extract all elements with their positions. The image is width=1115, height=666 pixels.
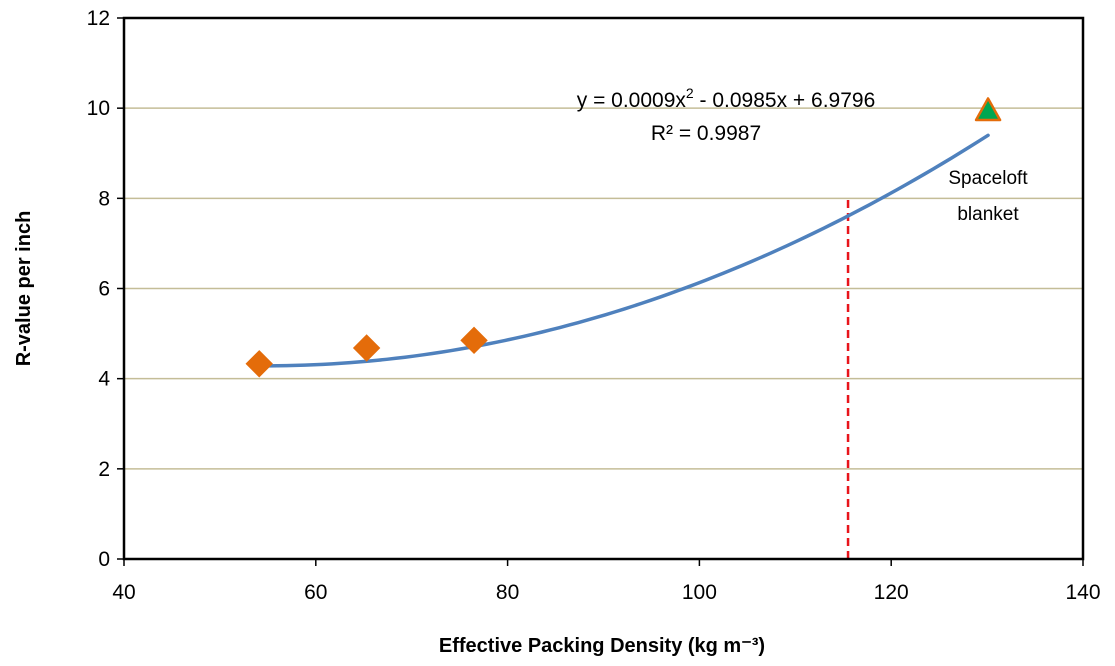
x-tick-label-60: 60 [304,581,327,604]
equation-part-1: y = 0.0009x [577,89,687,112]
equation-part-2: - 0.0985x + 6.9796 [694,89,876,112]
y-tick-label-0: 0 [98,548,110,571]
y-tick-label-12: 12 [87,7,110,30]
y-tick-label-4: 4 [98,368,110,391]
data-point-diamond-0 [245,350,273,378]
trendline-r-squared: R² = 0.9987 [651,122,761,145]
y-tick-label-10: 10 [87,97,110,120]
data-points [245,97,1002,378]
y-tick-label-2: 2 [98,458,110,481]
annotation-spaceloft: Spaceloft [948,168,1028,189]
annotation-blanket: blanket [957,204,1019,225]
y-tick-label-6: 6 [98,278,110,301]
y-tick-label-8: 8 [98,187,110,210]
gridlines [124,107,1083,470]
tick-labels: 0 2 4 6 8 10 12 40 60 80 100 120 140 [87,7,1101,604]
x-tick-label-120: 120 [874,581,909,604]
data-point-triangle-0 [974,97,1002,122]
x-tick-label-80: 80 [496,581,519,604]
x-axis-title: Effective Packing Density (kg m⁻³) [439,635,765,657]
x-tick-label-40: 40 [112,581,135,604]
trendline-layer [257,133,990,368]
data-point-diamond-2 [460,326,488,355]
trendline-equation: y = 0.0009x2 - 0.0985x + 6.9796 [577,85,876,112]
y-axis-title: R-value per inch [13,211,35,367]
trendline-curve [257,133,990,368]
data-point-diamond-1 [352,334,381,362]
x-tick-label-100: 100 [682,581,717,604]
equation-superscript: 2 [686,85,694,101]
x-tick-label-140: 140 [1065,581,1100,604]
